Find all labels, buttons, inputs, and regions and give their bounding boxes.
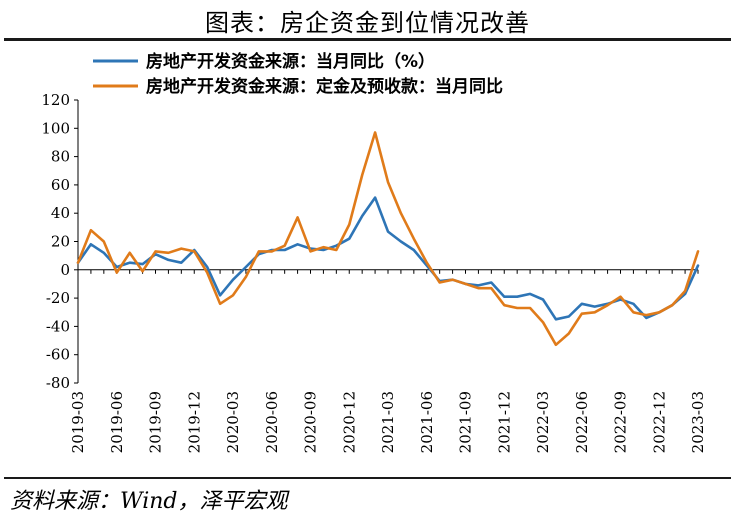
line-chart: 房地产开发资金来源：当月同比（%） 房地产开发资金来源：定金及预收款：当月同比 -… (41, 51, 707, 453)
y-tick-label: 60 (51, 176, 70, 194)
x-tick-label: 2021-03 (379, 391, 397, 453)
y-tick-label: -20 (46, 289, 70, 307)
legend-label-2: 房地产开发资金来源：定金及预收款：当月同比 (146, 76, 503, 97)
x-axis: 2019-03 2019-06 2019-09 2019-12 2020-03 2020-… (69, 269, 707, 453)
x-tick-label: 2020-09 (302, 391, 320, 453)
x-tick-label: 2021-09 (457, 391, 475, 453)
y-tick-label: -40 (46, 317, 70, 335)
bottom-rule (4, 477, 731, 479)
y-tick-label: 100 (41, 119, 70, 137)
x-tick-label: 2022-03 (534, 391, 552, 453)
x-tick-label: 2021-06 (418, 391, 436, 453)
x-tick-label: 2022-06 (573, 391, 591, 453)
series-line-1 (76, 196, 700, 321)
y-tick-label: -60 (46, 346, 70, 364)
x-tick-label: 2019-06 (108, 391, 126, 453)
x-tick-label: 2019-12 (185, 391, 203, 453)
figure-title: 图表：房企资金到位情况改善 (205, 9, 530, 37)
top-rule (4, 38, 731, 41)
legend-label-1: 房地产开发资金来源：当月同比（%） (146, 51, 435, 72)
x-tick-label: 2019-03 (69, 391, 87, 453)
y-tick-label: -80 (46, 374, 70, 392)
x-tick-label: 2019-09 (147, 391, 165, 453)
y-axis: -80 -60 -40 -20 0 20 40 60 80 100 120 (41, 91, 79, 392)
plot-area (76, 131, 700, 347)
x-tick-label: 2021-12 (495, 391, 513, 453)
x-tick-label: 2022-12 (650, 391, 668, 453)
y-tick-label: 20 (51, 233, 70, 251)
x-tick-label: 2020-06 (263, 391, 281, 453)
x-tick-label: 2020-03 (224, 391, 242, 453)
legend: 房地产开发资金来源：当月同比（%） 房地产开发资金来源：定金及预收款：当月同比 (93, 51, 503, 97)
y-tick-label: 0 (60, 261, 70, 279)
figure-source: 资料来源：Wind，泽平宏观 (10, 489, 288, 514)
series-line-2 (76, 131, 700, 347)
x-tick-label: 2020-12 (340, 391, 358, 453)
x-tick-label: 2023-03 (689, 391, 707, 453)
y-tick-label: 80 (51, 148, 70, 166)
x-tick-label: 2022-09 (612, 391, 630, 453)
y-tick-label: 40 (51, 204, 70, 222)
y-tick-label: 120 (41, 91, 70, 109)
